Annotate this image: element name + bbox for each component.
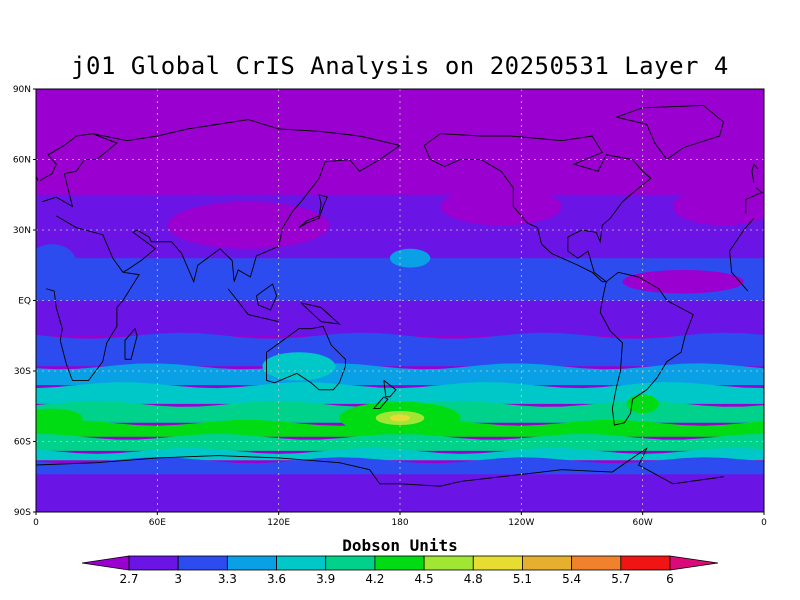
- coastlines: [36, 104, 763, 487]
- field-band: [36, 258, 764, 301]
- colorbar-swatch: [325, 555, 376, 571]
- colorbar-swatch: [177, 555, 228, 571]
- field-blob: [36, 408, 83, 428]
- latitude-labels: 90N 60N 30N EQ 30S 60S 90S: [13, 85, 36, 518]
- field-blob: [440, 187, 562, 226]
- field-blob: [262, 352, 336, 381]
- coastline: [227, 288, 279, 323]
- longitude-labels: 0 60E 120E 180 120W 60W 0: [33, 512, 767, 528]
- colorbar: 2.7 3 3.3 3.6 3.9 4.2 4.5 4.8 5.1 5.4 5.7 6: [81, 555, 719, 586]
- colorbar-label: 3.3: [218, 572, 237, 586]
- lat-label: 30S: [14, 367, 31, 377]
- field-blob: [673, 187, 764, 226]
- map-title: j01 Global CrIS Analysis on 20250531 Lay…: [71, 52, 729, 80]
- coastline: [616, 104, 725, 161]
- coastline: [399, 447, 724, 487]
- coastline: [372, 396, 389, 410]
- coastline: [39, 133, 118, 208]
- colorbar-high-arrow: [669, 555, 719, 571]
- colorbar-swatch: [128, 555, 179, 571]
- field-band: [36, 448, 764, 461]
- coastline: [298, 194, 328, 229]
- field-blob: [167, 201, 330, 249]
- field-blob: [389, 414, 411, 422]
- lat-label: 90S: [14, 508, 31, 518]
- field-band: [36, 433, 764, 451]
- field-blob: [36, 244, 77, 282]
- coastline: [300, 302, 341, 325]
- colorbar-label: 4.5: [415, 572, 434, 586]
- colorbar-label: 5.7: [611, 572, 630, 586]
- lat-label: EQ: [18, 297, 31, 307]
- lon-label: 60E: [149, 518, 166, 528]
- coastline: [122, 145, 401, 284]
- coastline: [745, 187, 763, 214]
- colorbar-label: 4.8: [464, 572, 483, 586]
- colorbar-title: Dobson Units: [342, 536, 458, 555]
- coastline: [92, 119, 401, 146]
- colorbar-label: 5.4: [562, 572, 581, 586]
- gridlines: [36, 89, 764, 512]
- lon-label: 60W: [632, 518, 652, 528]
- field-band: [36, 332, 764, 367]
- coastline: [36, 455, 400, 485]
- coastline: [383, 380, 397, 398]
- lon-label: 120E: [267, 518, 290, 528]
- lat-label: 60N: [13, 156, 31, 166]
- lon-label: 0: [33, 518, 39, 528]
- coastline: [255, 283, 278, 311]
- coastline: [599, 271, 694, 426]
- colorbar-swatch: [423, 555, 474, 571]
- colorbar-label: 3: [174, 572, 182, 586]
- coastline: [729, 217, 755, 252]
- colorbar-swatch: [571, 555, 622, 571]
- field-band: [36, 474, 764, 512]
- field-band: [36, 382, 764, 404]
- coastline: [423, 133, 652, 283]
- colorbar-label: 5.1: [513, 572, 532, 586]
- coastline: [45, 215, 140, 381]
- colorbar-label: 4.2: [365, 572, 384, 586]
- coastline: [124, 327, 138, 360]
- colorbar-label: 3.6: [267, 572, 286, 586]
- lat-label: 60S: [14, 438, 31, 448]
- coastline: [729, 251, 749, 292]
- colorbar-swatch: [472, 555, 523, 571]
- coastline: [266, 325, 346, 391]
- colorbar-swatch: [276, 555, 327, 571]
- lat-label: 30N: [13, 226, 31, 236]
- lon-label: 120W: [508, 518, 534, 528]
- field-band: [36, 363, 764, 386]
- colorbar-low-arrow: [81, 555, 130, 571]
- colorbar-label: 6: [666, 572, 674, 586]
- colorbar-swatch: [620, 555, 671, 571]
- lon-label: 180: [391, 518, 408, 528]
- colorbar-label: 2.7: [119, 572, 138, 586]
- colorbar-swatch: [374, 555, 425, 571]
- field-blob: [389, 248, 431, 268]
- field-band: [36, 457, 764, 475]
- lat-label: 90N: [13, 85, 31, 95]
- lon-label: 0: [761, 518, 767, 528]
- field-blob: [626, 394, 659, 414]
- colorbar-swatch: [522, 555, 573, 571]
- field-blob: [622, 269, 744, 294]
- colorbar-swatch: [226, 555, 277, 571]
- coastline: [751, 163, 759, 184]
- colorbar-label: 3.9: [316, 572, 335, 586]
